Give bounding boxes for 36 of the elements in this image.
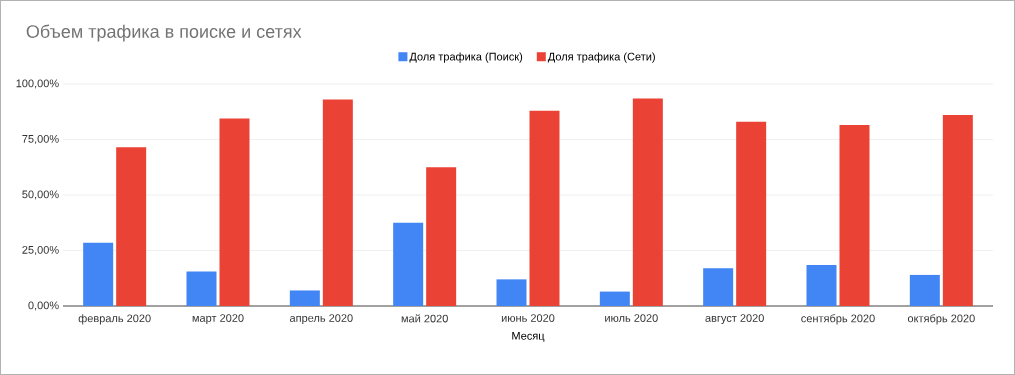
bar: [393, 222, 424, 306]
bar: [529, 110, 560, 306]
chart-title: Объем трафика в поиске и сетях: [26, 24, 302, 42]
bar: [496, 279, 527, 306]
bar: [322, 99, 353, 306]
bar: [703, 268, 734, 306]
y-tick-label: 75,00%: [22, 134, 59, 145]
bar: [599, 291, 630, 306]
legend-label: Доля трафика (Сети): [547, 52, 655, 63]
y-tick-label: 25,00%: [22, 245, 59, 256]
bar: [219, 118, 250, 306]
x-tick-label: март 2020: [192, 314, 244, 325]
x-axis-title: Месяц: [512, 332, 545, 342]
bar: [289, 290, 320, 306]
bar: [116, 147, 147, 306]
y-tick-label: 0,00%: [28, 301, 59, 311]
x-tick-label: октябрь 2020: [907, 314, 975, 325]
bar: [942, 115, 973, 306]
legend-label: Доля трафика (Поиск): [409, 52, 523, 63]
y-tick-label: 50,00%: [22, 190, 59, 200]
bar: [839, 125, 870, 306]
bar: [632, 98, 663, 306]
x-tick-label: июнь 2020: [501, 314, 555, 322]
bar: [426, 167, 457, 306]
x-tick-label: август 2020: [705, 314, 764, 325]
bar: [909, 274, 940, 306]
bar: [806, 264, 837, 306]
x-tick-label: февраль 2020: [78, 314, 151, 325]
x-tick-label: сентябрь 2020: [801, 314, 875, 325]
bar: [736, 121, 767, 306]
x-tick-label: май 2020: [401, 314, 448, 323]
y-tick-label: 100,00%: [16, 79, 59, 89]
x-tick-label: апрель 2020: [289, 314, 353, 325]
x-tick-label: июль 2020: [605, 314, 658, 322]
bar: [83, 242, 114, 306]
bar: [186, 271, 217, 306]
